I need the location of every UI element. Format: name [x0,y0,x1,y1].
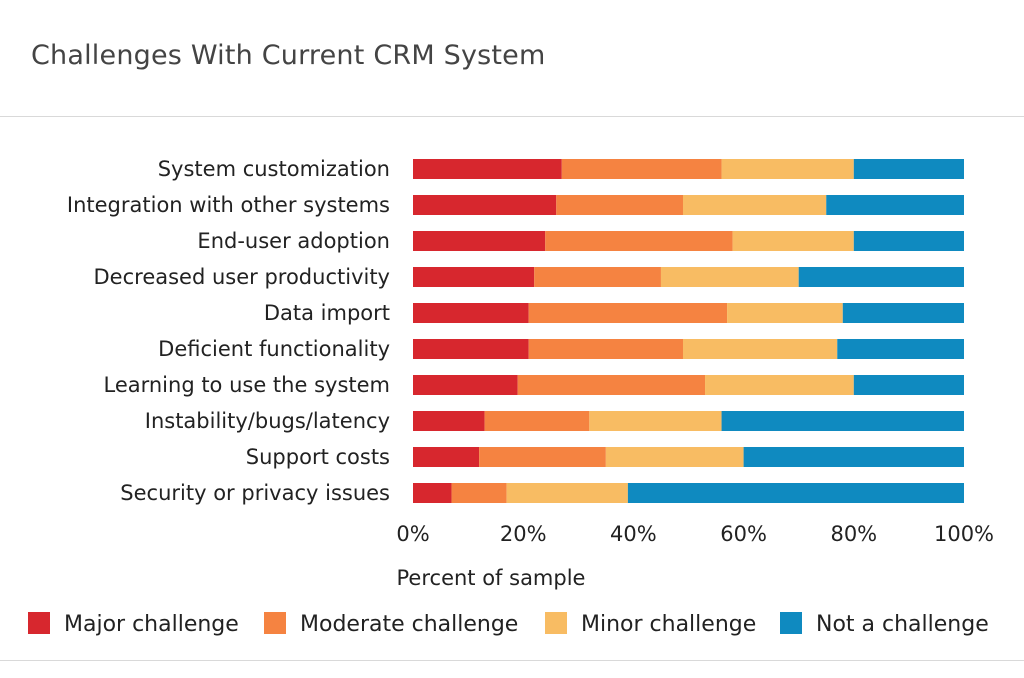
bars-group [413,159,964,503]
bar-support-costs-major-challenge [413,447,480,467]
bar-system-customization-moderate-challenge [561,159,722,179]
bar-data-import-moderate-challenge [528,303,728,323]
bar-learning-to-use-the-system-not-a-challenge [853,375,964,395]
legend-swatch-minor-challenge [545,612,567,634]
category-label-integration-with-other-systems: Integration with other systems [67,193,390,217]
legend-label-major-challenge: Major challenge [64,612,239,637]
category-label-deficient-functionality: Deficient functionality [158,337,390,361]
bar-decreased-user-productivity-moderate-challenge [534,267,661,287]
bar-data-import-major-challenge [413,303,529,323]
category-label-support-costs: Support costs [246,445,390,469]
category-label-system-customization: System customization [158,157,390,181]
bar-end-user-adoption-moderate-challenge [545,231,733,251]
x-tick-label: 100% [934,522,994,546]
legend: Major challenge Moderate challenge Minor c… [28,612,989,637]
x-tick-label: 0% [396,522,429,546]
bar-deficient-functionality-minor-challenge [682,339,838,359]
bar-decreased-user-productivity-minor-challenge [660,267,799,287]
bar-end-user-adoption-minor-challenge [732,231,854,251]
chart-title: Challenges With Current CRM System [31,40,546,71]
bar-integration-with-other-systems-minor-challenge [682,195,827,215]
legend-swatch-moderate-challenge [264,612,286,634]
bar-system-customization-major-challenge [413,159,562,179]
bar-security-or-privacy-issues-major-challenge [413,483,452,503]
bar-data-import-minor-challenge [727,303,843,323]
category-label-security-or-privacy-issues: Security or privacy issues [120,481,390,505]
bar-instability-bugs-latency-minor-challenge [589,411,722,431]
bar-security-or-privacy-issues-not-a-challenge [627,483,964,503]
bar-instability-bugs-latency-moderate-challenge [484,411,590,431]
bar-support-costs-moderate-challenge [479,447,606,467]
category-label-learning-to-use-the-system: Learning to use the system [103,373,390,397]
legend-swatch-not-a-challenge [780,612,802,634]
bar-integration-with-other-systems-not-a-challenge [826,195,964,215]
bar-end-user-adoption-not-a-challenge [853,231,964,251]
bar-instability-bugs-latency-major-challenge [413,411,485,431]
x-tick-labels: 0% 20% 40% 60% 80% 100% [396,522,994,546]
bar-learning-to-use-the-system-minor-challenge [705,375,854,395]
bar-decreased-user-productivity-not-a-challenge [798,267,964,287]
bar-system-customization-not-a-challenge [853,159,964,179]
bar-decreased-user-productivity-major-challenge [413,267,535,287]
legend-label-moderate-challenge: Moderate challenge [300,612,518,637]
bar-system-customization-minor-challenge [721,159,854,179]
category-label-decreased-user-productivity: Decreased user productivity [94,265,390,289]
bar-learning-to-use-the-system-moderate-challenge [517,375,706,395]
bar-data-import-not-a-challenge [842,303,964,323]
footer-divider [0,660,1024,661]
x-tick-label: 80% [830,522,877,546]
legend-label-minor-challenge: Minor challenge [581,612,756,637]
bar-integration-with-other-systems-major-challenge [413,195,557,215]
x-axis-label: Percent of sample [397,566,586,590]
bar-learning-to-use-the-system-major-challenge [413,375,518,395]
category-labels: System customization Integration with oth… [67,157,390,505]
category-label-instability-bugs-latency: Instability/bugs/latency [145,409,390,433]
bar-integration-with-other-systems-moderate-challenge [556,195,683,215]
x-tick-label: 20% [500,522,547,546]
legend-label-not-a-challenge: Not a challenge [816,612,989,637]
bar-security-or-privacy-issues-minor-challenge [506,483,628,503]
bar-end-user-adoption-major-challenge [413,231,546,251]
bar-instability-bugs-latency-not-a-challenge [721,411,964,431]
bar-support-costs-not-a-challenge [743,447,964,467]
header-divider [0,116,1024,117]
bar-security-or-privacy-issues-moderate-challenge [451,483,507,503]
x-tick-label: 40% [610,522,657,546]
category-label-data-import: Data import [264,301,390,325]
category-label-end-user-adoption: End-user adoption [197,229,390,253]
x-tick-label: 60% [720,522,767,546]
bar-deficient-functionality-major-challenge [413,339,529,359]
bar-support-costs-minor-challenge [605,447,744,467]
bar-deficient-functionality-not-a-challenge [837,339,964,359]
bar-deficient-functionality-moderate-challenge [528,339,683,359]
legend-swatch-major-challenge [28,612,50,634]
